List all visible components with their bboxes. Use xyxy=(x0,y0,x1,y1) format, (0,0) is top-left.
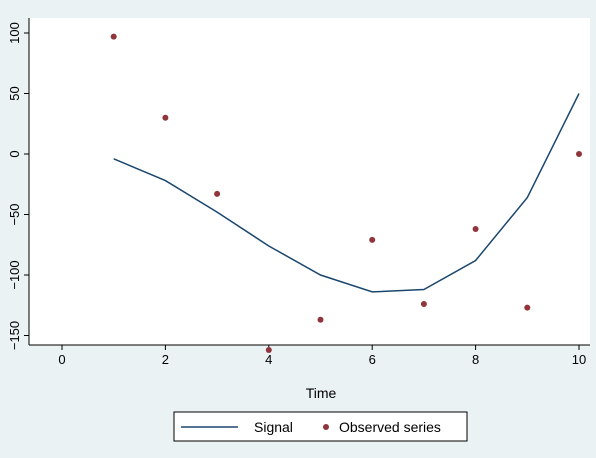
x-tick-label: 6 xyxy=(369,352,376,367)
x-tick-label: 4 xyxy=(265,352,272,367)
x-tick-label: 10 xyxy=(572,352,586,367)
data-point-observed xyxy=(576,151,582,157)
legend: Signal Observed series xyxy=(173,411,468,442)
data-point-observed xyxy=(214,190,221,197)
y-tick-label: 100 xyxy=(7,22,22,44)
plot-area xyxy=(29,18,590,345)
x-tick-label: 0 xyxy=(58,352,65,367)
data-point-observed xyxy=(369,236,376,243)
data-point-observed xyxy=(265,347,272,354)
y-tick-label: −100 xyxy=(7,260,22,289)
x-axis-label: Time xyxy=(306,385,337,401)
x-tick-label: 2 xyxy=(162,352,169,367)
y-tick-label: −150 xyxy=(7,321,22,350)
data-point-observed xyxy=(420,301,427,308)
y-tick-label: 50 xyxy=(7,86,22,100)
data-point-observed xyxy=(110,33,117,40)
data-point-observed xyxy=(317,316,324,323)
data-point-observed xyxy=(472,226,479,233)
data-point-observed xyxy=(162,114,169,121)
legend-observed-label: Observed series xyxy=(339,419,441,435)
y-tick-label: 0 xyxy=(7,150,22,157)
line-series-signal xyxy=(113,93,580,293)
legend-signal-label: Signal xyxy=(254,419,293,435)
x-tick-label: 8 xyxy=(472,352,479,367)
legend-observed-swatch xyxy=(323,424,329,430)
chart-marks: −150 −100 −50 0 50 100 0 2 4 6 8 10 xyxy=(7,18,590,367)
data-point-observed xyxy=(524,304,531,311)
y-tick-label: −50 xyxy=(7,203,22,225)
